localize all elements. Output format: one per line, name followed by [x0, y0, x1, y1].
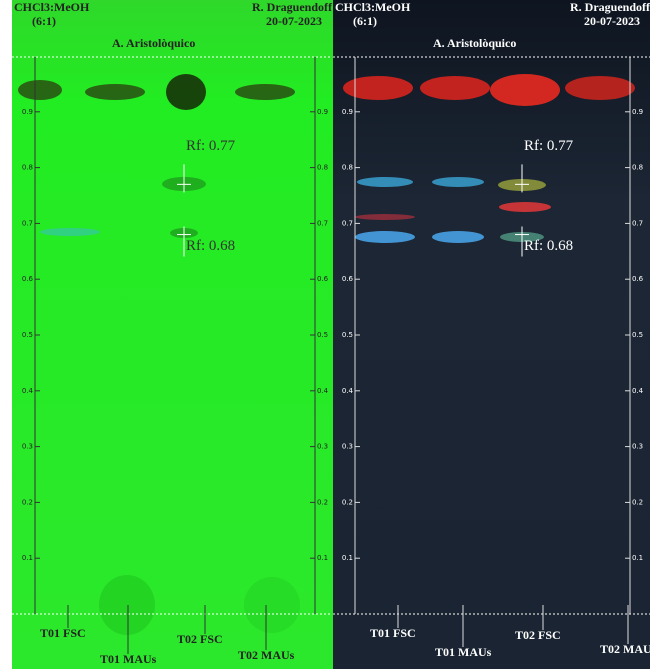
scale-label: 0.5 — [317, 331, 328, 339]
scale-label: 0.7 — [632, 219, 643, 227]
scale-label: 0.8 — [632, 164, 643, 172]
scale-label: 0.6 — [632, 275, 644, 283]
scale-label: 0.2 — [342, 498, 353, 506]
ratio: (6:1) — [32, 14, 56, 28]
ratio: (6:1) — [353, 14, 377, 28]
solvent: CHCl3:MeOH — [14, 0, 90, 14]
scale-label: 0.8 — [22, 164, 33, 172]
scale-label: 0.9 — [632, 108, 643, 116]
scale-label: 0.1 — [22, 554, 33, 562]
lane-label: T02 MAUs — [238, 648, 295, 662]
scale-label: 0.2 — [632, 498, 643, 506]
scale-label: 0.3 — [342, 443, 353, 451]
scale-label: 0.4 — [632, 387, 644, 395]
scale-label: 0.1 — [317, 554, 328, 562]
scale-label: 0.4 — [22, 387, 34, 395]
lane-label: T01 FSC — [370, 626, 416, 640]
scale-label: 0.7 — [342, 219, 353, 227]
scale-label: 0.9 — [22, 108, 33, 116]
scale-label: 0.8 — [342, 164, 353, 172]
scale-label: 0.3 — [632, 443, 643, 451]
rf-label: Rf: 0.77 — [524, 138, 574, 154]
scale-label: 0.2 — [317, 498, 328, 506]
rf-label: Rf: 0.77 — [186, 138, 236, 154]
scale-label: 0.3 — [22, 443, 33, 451]
scale-label: 0.1 — [342, 554, 353, 562]
scale-label: 0.8 — [317, 164, 328, 172]
rf-label: Rf: 0.68 — [524, 238, 573, 254]
scale-label: 0.9 — [342, 108, 353, 116]
scale-label: 0.3 — [317, 443, 328, 451]
lane-label: T02 MAUs — [600, 642, 650, 656]
scale-label: 0.6 — [342, 275, 354, 283]
scale-label: 0.6 — [22, 275, 34, 283]
scale-label: 0.7 — [22, 219, 33, 227]
scale-label: 0.7 — [317, 219, 328, 227]
plate-uv365 — [333, 0, 650, 669]
lane-label: T01 FSC — [40, 626, 86, 640]
scale-label: 0.5 — [342, 331, 353, 339]
scale-label: 0.1 — [632, 554, 643, 562]
scale-label: 0.5 — [632, 331, 643, 339]
solvent: CHCl3:MeOH — [335, 0, 411, 14]
lane-label: T01 MAUs — [100, 652, 157, 666]
date: 20-07-2023 — [266, 14, 322, 28]
compound: A. Aristolòquico — [433, 36, 516, 50]
scale-label: 0.4 — [317, 387, 329, 395]
lane-label: T02 FSC — [177, 632, 223, 646]
author: R. Draguendoff — [570, 0, 650, 14]
author: R. Draguendoff — [252, 0, 333, 14]
date: 20-07-2023 — [584, 14, 640, 28]
scale-label: 0.6 — [317, 275, 329, 283]
compound: A. Aristolòquico — [112, 36, 195, 50]
scale-label: 0.2 — [22, 498, 33, 506]
scale-label: 0.4 — [342, 387, 354, 395]
rf-label: Rf: 0.68 — [186, 238, 235, 254]
lane-label: T02 FSC — [515, 628, 561, 642]
scale-label: 0.9 — [317, 108, 328, 116]
lane-label: T01 MAUs — [435, 645, 492, 659]
tlc-plates: CHCl3:MeOH(6:1)A. AristolòquicoR. Drague… — [0, 0, 650, 669]
scale-label: 0.5 — [22, 331, 33, 339]
